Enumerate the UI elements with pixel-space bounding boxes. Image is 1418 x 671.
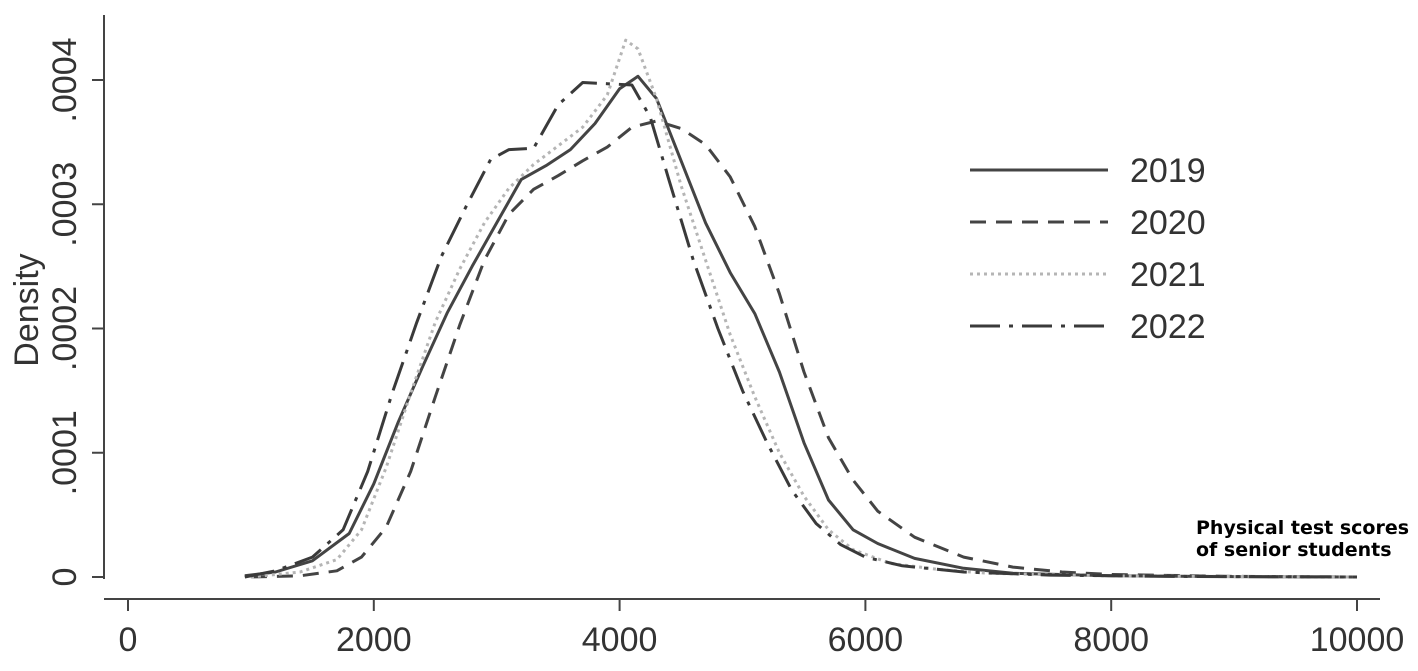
legend-label: 2019 — [1130, 152, 1206, 190]
series-line-2019 — [244, 74, 1358, 579]
y-tick-label: 0 — [46, 568, 84, 587]
series-line-2021 — [250, 38, 1358, 579]
legend-label: 2020 — [1130, 204, 1206, 242]
x-tick-label: 6000 — [828, 621, 904, 659]
y-tick-label: .0003 — [46, 162, 84, 247]
series-line-2022 — [244, 81, 1358, 579]
series-layer — [244, 38, 1358, 579]
legend-item-2019: 2019 — [970, 152, 1206, 190]
y-axis-label: Density — [8, 253, 46, 366]
x-axis: 0 2000 4000 6000 8000 10000 — [104, 598, 1405, 659]
y-axis: 0 .0001 .0002 .0003 .0004 — [46, 15, 105, 587]
annotation-line-1: Physical test scores — [1196, 517, 1409, 539]
x-tick-label: 0 — [119, 621, 138, 659]
y-tick-label: .0001 — [46, 410, 84, 495]
annotation-line-2: of senior students — [1196, 539, 1392, 561]
x-tick-label: 10000 — [1310, 621, 1405, 659]
x-tick-label: 2000 — [336, 621, 412, 659]
y-tick-label: .0002 — [46, 286, 84, 371]
y-tick-label: .0004 — [46, 37, 84, 122]
legend-item-2021: 2021 — [970, 256, 1206, 294]
legend-label: 2022 — [1130, 308, 1206, 346]
x-tick-label: 4000 — [582, 621, 658, 659]
series-line-2020 — [250, 119, 1358, 579]
legend-item-2020: 2020 — [970, 204, 1206, 242]
x-tick-label: 8000 — [1073, 621, 1149, 659]
legend: 2019 2020 2021 2022 — [970, 152, 1206, 346]
legend-item-2022: 2022 — [970, 308, 1206, 346]
legend-label: 2021 — [1130, 256, 1206, 294]
